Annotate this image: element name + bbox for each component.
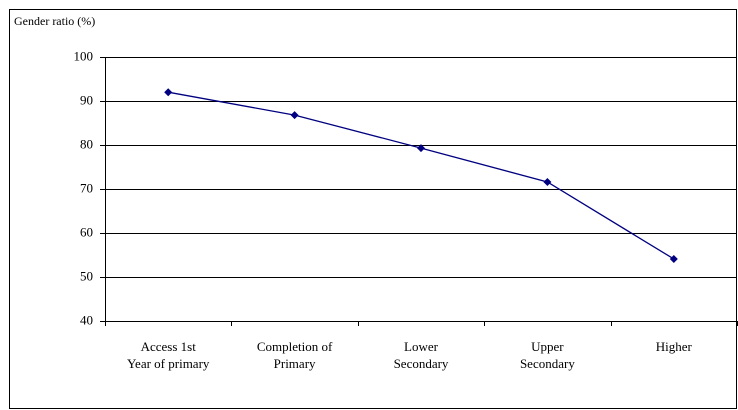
y-tick-label: 50 (80, 268, 93, 283)
x-tick-label: Upper Secondary (519, 339, 575, 371)
y-tick-label: 80 (80, 136, 93, 151)
x-tick-label: Higher (655, 339, 692, 354)
y-tick-label: 90 (80, 92, 93, 107)
data-point (417, 144, 425, 153)
y-tick-label: 70 (80, 180, 93, 195)
data-point (290, 111, 299, 120)
y-tick-label: 40 (80, 312, 93, 327)
x-tick-label: Access 1st Year of primary (126, 339, 210, 371)
y-tick-label: 60 (80, 224, 93, 239)
data-point (669, 254, 678, 263)
y-tick-label: 100 (74, 48, 94, 63)
data-point (164, 88, 173, 97)
chart-border (9, 9, 737, 409)
x-tick-label: Lower Secondary (393, 339, 449, 371)
x-tick-label: Completion of Primary (256, 339, 333, 371)
y-axis-label: Gender ratio (%) (14, 14, 96, 28)
data-point (543, 177, 552, 186)
